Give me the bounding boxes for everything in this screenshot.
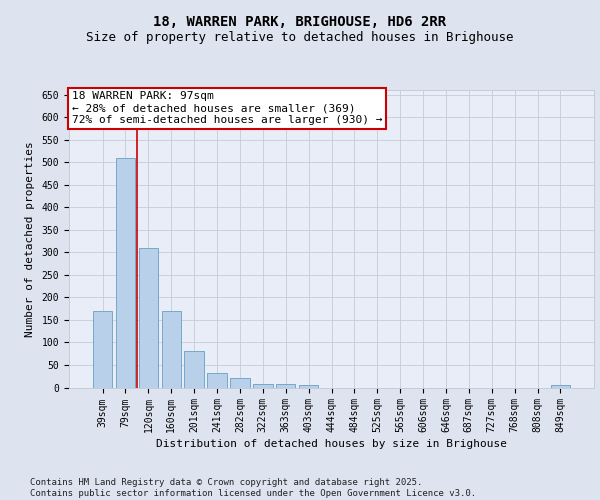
Bar	[208, 372, 227, 388]
Bar	[139, 248, 158, 388]
Bar	[93, 311, 112, 388]
Bar	[116, 158, 135, 388]
Y-axis label: Number of detached properties: Number of detached properties	[25, 141, 35, 336]
Bar	[299, 385, 319, 388]
X-axis label: Distribution of detached houses by size in Brighouse: Distribution of detached houses by size …	[156, 440, 507, 450]
Bar	[276, 384, 295, 388]
Text: Size of property relative to detached houses in Brighouse: Size of property relative to detached ho…	[86, 30, 514, 44]
Text: Contains HM Land Registry data © Crown copyright and database right 2025.
Contai: Contains HM Land Registry data © Crown c…	[30, 478, 476, 498]
Bar	[230, 378, 250, 388]
Text: 18, WARREN PARK, BRIGHOUSE, HD6 2RR: 18, WARREN PARK, BRIGHOUSE, HD6 2RR	[154, 15, 446, 29]
Bar	[551, 385, 570, 388]
Bar	[184, 352, 204, 388]
Bar	[161, 311, 181, 388]
Bar	[253, 384, 272, 388]
Text: 18 WARREN PARK: 97sqm
← 28% of detached houses are smaller (369)
72% of semi-det: 18 WARREN PARK: 97sqm ← 28% of detached …	[71, 92, 382, 124]
